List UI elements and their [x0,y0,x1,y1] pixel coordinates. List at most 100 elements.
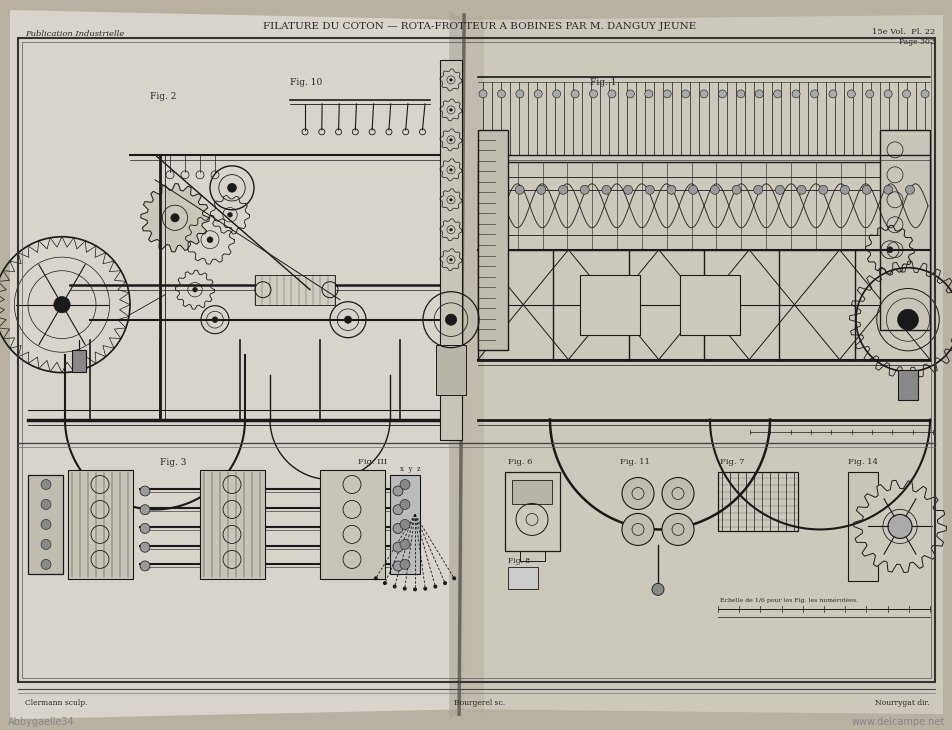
Circle shape [403,587,407,591]
Bar [505,472,560,551]
Circle shape [791,90,800,98]
Circle shape [773,90,781,98]
Circle shape [493,185,502,194]
Circle shape [580,185,588,194]
Circle shape [400,480,409,490]
Circle shape [392,486,403,496]
Circle shape [449,139,452,141]
Text: Clermann sculp.: Clermann sculp. [25,699,88,707]
Circle shape [443,581,446,585]
Circle shape [558,185,567,194]
Circle shape [862,185,870,194]
Circle shape [828,90,836,98]
Text: x  y  z: x y z [400,464,420,472]
Circle shape [497,90,505,98]
Text: 15e Vol.  Pl. 22: 15e Vol. Pl. 22 [871,28,934,36]
Polygon shape [464,15,942,714]
Circle shape [41,480,51,490]
Circle shape [709,185,719,194]
Circle shape [515,90,524,98]
Text: FILATURE DU COTON — ROTA-FROTTEUR A BOBINES PAR M. DANGUY JEUNE: FILATURE DU COTON — ROTA-FROTTEUR A BOBI… [263,22,696,31]
Circle shape [433,585,437,588]
Bar [717,472,797,531]
Circle shape [645,185,654,194]
Text: Fig. 8: Fig. 8 [507,558,529,566]
Circle shape [796,185,805,194]
Circle shape [688,185,697,194]
Circle shape [902,90,909,98]
Circle shape [754,90,763,98]
Circle shape [900,312,914,327]
Bar [478,162,929,250]
Circle shape [140,486,149,496]
Circle shape [400,559,409,569]
Bar [847,472,877,581]
Circle shape [846,90,855,98]
Text: Fig. 11: Fig. 11 [620,458,649,466]
Circle shape [423,587,426,591]
Circle shape [412,588,417,591]
Circle shape [400,539,409,550]
Polygon shape [141,184,208,252]
Text: Nourrygat dir.: Nourrygat dir. [875,699,929,707]
Bar [18,38,934,683]
Circle shape [753,185,762,194]
Text: Fig. III: Fig. III [358,458,387,466]
Circle shape [552,90,560,98]
Circle shape [392,523,403,534]
Circle shape [449,199,452,201]
Circle shape [207,237,213,243]
Circle shape [897,310,918,330]
Polygon shape [464,15,484,714]
Text: Fig. 2: Fig. 2 [149,92,176,101]
Circle shape [449,258,452,261]
Text: Fig. 1: Fig. 1 [589,78,616,87]
Bar [389,474,420,575]
Circle shape [515,185,524,194]
Circle shape [662,513,693,545]
Circle shape [607,90,615,98]
Circle shape [392,561,403,571]
Circle shape [893,520,904,532]
Circle shape [479,90,486,98]
Bar [897,369,917,399]
Circle shape [775,185,783,194]
Text: Echelle de 1/6 pour les Fig. les numérotées.: Echelle de 1/6 pour les Fig. les numérot… [720,597,858,603]
Circle shape [570,90,579,98]
Circle shape [392,542,403,552]
Circle shape [887,515,911,539]
Circle shape [41,499,51,510]
Bar [478,130,507,350]
Circle shape [140,504,149,515]
Text: Bourgerel sc.: Bourgerel sc. [454,699,505,707]
Text: Fig. 3: Fig. 3 [160,458,187,466]
Circle shape [449,228,452,231]
Bar [72,350,86,372]
Circle shape [536,185,545,194]
Circle shape [41,520,51,529]
Circle shape [666,185,675,194]
Text: Fig. 10: Fig. 10 [289,78,322,87]
Circle shape [886,247,892,253]
Circle shape [140,542,149,552]
Circle shape [818,185,827,194]
Circle shape [41,539,51,550]
Bar [507,567,538,589]
Bar [22,42,930,678]
Text: Fig. 7: Fig. 7 [720,458,744,466]
Text: Fig. 14: Fig. 14 [847,458,877,466]
Circle shape [41,559,51,569]
Circle shape [622,513,653,545]
Circle shape [736,90,744,98]
Circle shape [623,185,632,194]
Circle shape [344,316,351,323]
Circle shape [140,561,149,571]
Circle shape [449,109,452,111]
Circle shape [904,185,914,194]
Circle shape [651,583,664,596]
Bar [436,345,466,395]
Circle shape [534,90,542,98]
Text: Abbygaelle34: Abbygaelle34 [8,718,74,727]
Circle shape [140,523,149,534]
Text: Publication Industrielle: Publication Industrielle [25,30,124,38]
